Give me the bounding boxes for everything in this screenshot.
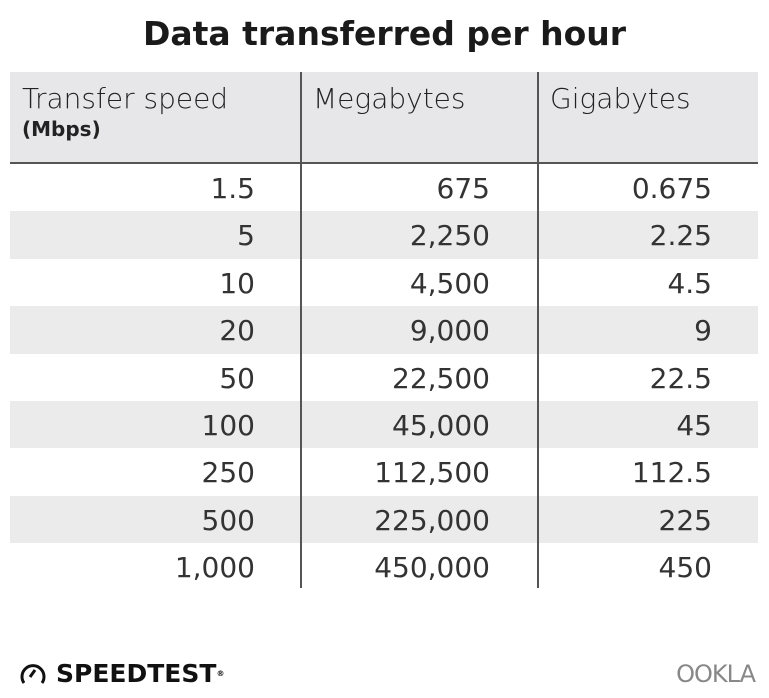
speedometer-icon (20, 664, 46, 684)
speed-cell: 20 (219, 314, 255, 348)
table-row: 250 112,500 112.5 (10, 448, 758, 495)
megabytes-cell: 22,500 (392, 361, 490, 395)
speed-cell: 1.5 (210, 172, 255, 205)
gigabytes-cell: 112.5 (631, 456, 712, 490)
speed-cell: 1,000 (174, 551, 255, 585)
column-header-megabytes: Megabytes (313, 82, 466, 115)
speed-cell: 250 (201, 456, 255, 490)
ookla-logo: OOKLA (676, 660, 756, 688)
column-divider (537, 72, 539, 588)
gigabytes-cell: 450 (658, 551, 712, 585)
megabytes-cell: 225,000 (374, 503, 490, 537)
gigabytes-cell: 45 (676, 408, 712, 442)
gigabytes-cell: 225 (658, 503, 712, 537)
speedtest-logo: SPEEDTEST ® (18, 658, 224, 688)
table-row: 500 225,000 225 (10, 495, 758, 544)
megabytes-cell: 4,500 (409, 266, 490, 300)
gigabytes-cell: 4.5 (667, 266, 712, 300)
gigabytes-cell: 9 (694, 314, 712, 348)
data-table: Transfer speed (Mbps) Megabytes Gigabytes… (10, 72, 758, 591)
speed-cell: 10 (219, 266, 255, 300)
chart-title: Data transferred per hour (142, 14, 627, 53)
gigabytes-cell: 2.25 (649, 219, 712, 253)
megabytes-cell: 450,000 (374, 551, 490, 585)
table-row: 100 45,000 45 (10, 400, 758, 449)
megabytes-cell: 675 (436, 172, 490, 205)
megabytes-cell: 45,000 (392, 408, 490, 442)
speed-cell: 500 (201, 503, 255, 537)
megabytes-cell: 9,000 (409, 314, 490, 348)
table-header: Transfer speed (Mbps) Megabytes Gigabytes (10, 72, 758, 164)
table-row: 5 2,250 2.25 (10, 211, 758, 259)
table-row: 1.5 675 0.675 (10, 164, 758, 211)
speed-cell: 100 (201, 408, 255, 442)
table-row: 10 4,500 4.5 (10, 259, 758, 306)
column-header-speed: Transfer speed (Mbps) (22, 82, 229, 141)
column-header-gigabytes: Gigabytes (550, 82, 691, 115)
gigabytes-cell: 0.675 (631, 172, 712, 205)
megabytes-cell: 2,250 (409, 219, 490, 253)
speed-cell: 50 (219, 361, 255, 395)
megabytes-cell: 112,500 (374, 456, 490, 490)
table-row: 20 9,000 9 (10, 306, 758, 354)
column-divider (300, 72, 302, 588)
speed-cell: 5 (237, 219, 255, 253)
table-row: 50 22,500 22.5 (10, 354, 758, 401)
gigabytes-cell: 22.5 (649, 361, 712, 395)
table-row: 1,000 450,000 450 (10, 543, 758, 590)
